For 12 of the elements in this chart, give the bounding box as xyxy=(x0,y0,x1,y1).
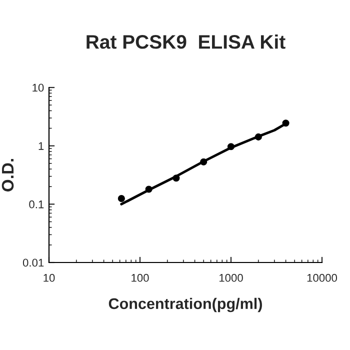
x-axis-title: Concentration(pg/ml) xyxy=(108,298,262,312)
x-tick-label: 1000 xyxy=(219,274,243,282)
chart-title: Rat PCSK9 ELISA Kit xyxy=(86,34,286,49)
y-tick-label: 0.01 xyxy=(22,258,44,267)
x-tick-label: 10000 xyxy=(307,274,338,282)
y-tick-label: 10 xyxy=(32,84,44,92)
y-tick-label: 0.1 xyxy=(29,200,44,208)
y-axis-title: O.D. xyxy=(2,159,14,192)
y-tick-label: 1 xyxy=(38,142,44,150)
x-tick-label: 100 xyxy=(132,274,149,282)
point xyxy=(118,194,125,202)
x-tick-label: 10 xyxy=(44,274,55,282)
